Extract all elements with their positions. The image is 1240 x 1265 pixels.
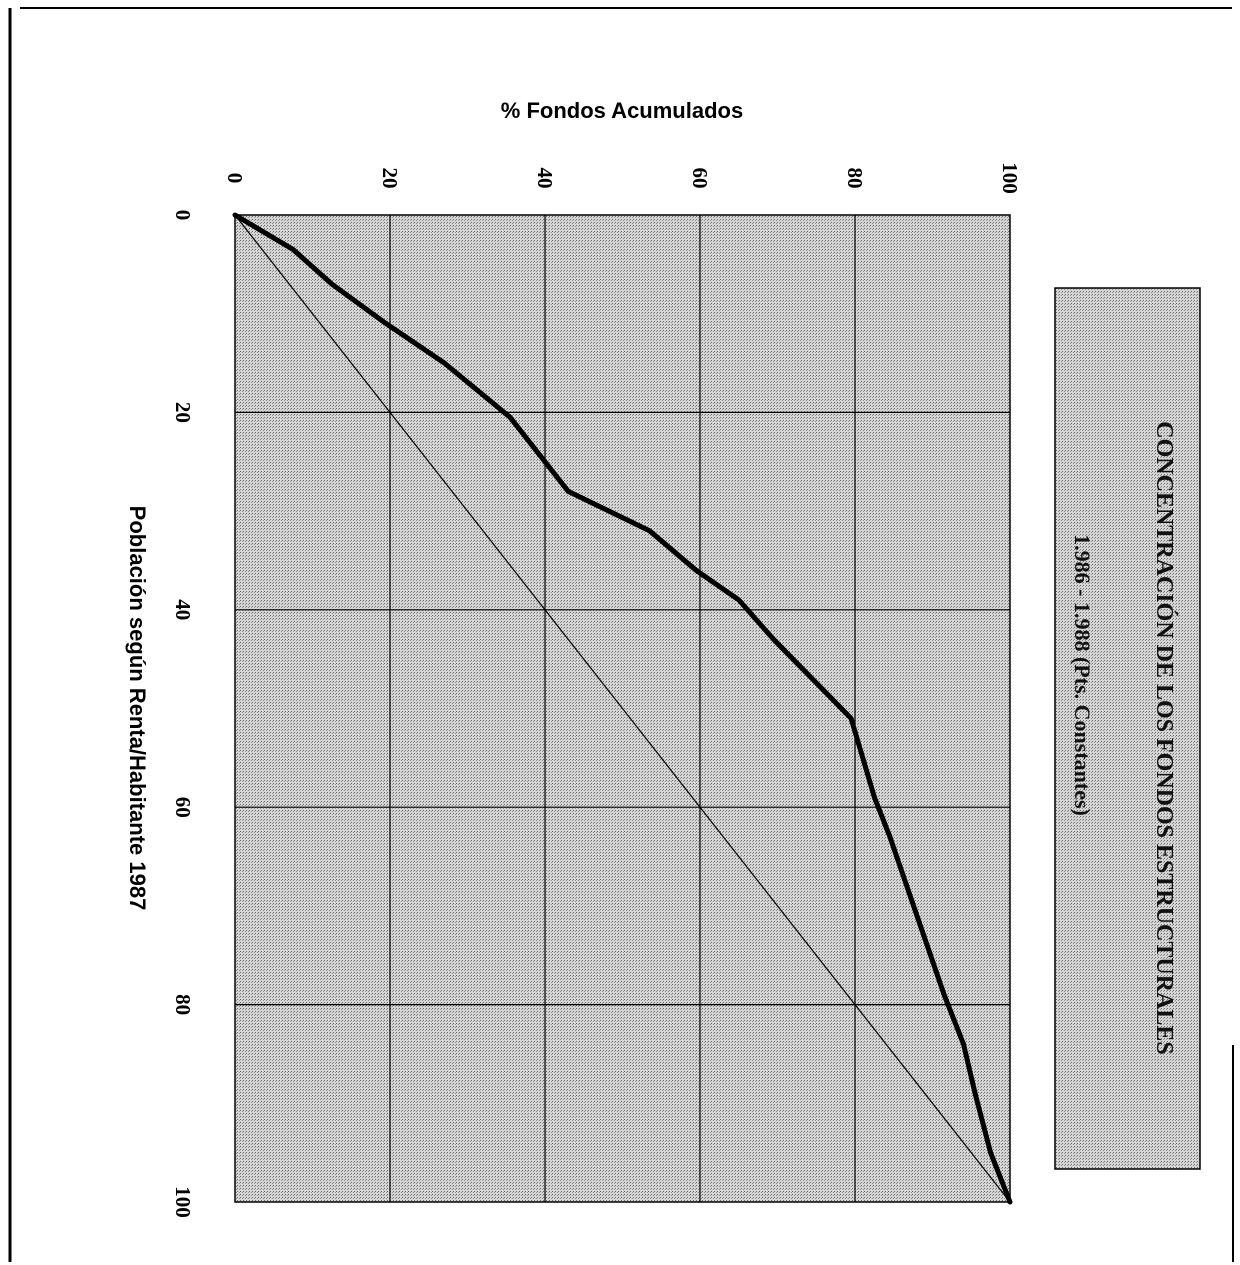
series-group — [232, 212, 1013, 1205]
y-tick-label: 80 — [843, 168, 867, 189]
equality-line — [234, 214, 1011, 1203]
concentration-curve — [232, 212, 1013, 1205]
x-tick-label: 0 — [171, 210, 195, 221]
y-tick-label: 20 — [378, 168, 402, 189]
x-tick-labels: 0 20 40 60 80 100 — [171, 210, 195, 1218]
y-tick-label: 60 — [688, 168, 712, 189]
x-tick-label: 80 — [171, 994, 195, 1015]
y-tick-label: 100 — [998, 162, 1022, 194]
x-tick-label: 60 — [171, 797, 195, 818]
chart-title: CONCENTRACIÓN DE LOS FONDOS ESTRUCTURALE… — [1151, 421, 1178, 1054]
y-tick-label: 0 — [223, 173, 247, 184]
x-tick-label: 20 — [171, 402, 195, 423]
x-tick-label: 100 — [171, 1186, 195, 1218]
title-box — [1054, 287, 1201, 1170]
y-axis-title: % Fondos Acumulados — [501, 98, 743, 123]
grid-lines — [235, 215, 1010, 1202]
chart-subtitle: 1.986 - 1.988 (Pts. Constantes) — [1070, 534, 1095, 816]
x-axis-title: Población según Renta/Habitante 1987 — [125, 506, 150, 911]
x-tick-label: 40 — [171, 599, 195, 620]
y-tick-labels: 0 20 40 60 80 100 — [223, 162, 1022, 194]
y-tick-label: 40 — [533, 168, 557, 189]
